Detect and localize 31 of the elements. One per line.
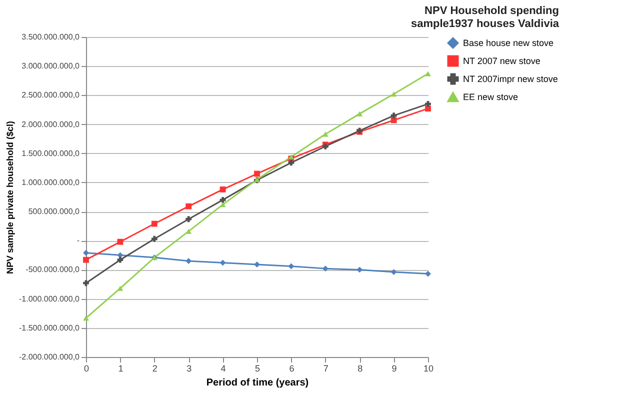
y-tick-label: 2.500.000.000,0	[22, 90, 80, 100]
x-axis-title: Period of time (years)	[206, 378, 309, 388]
y-tick-label: 500.000.000,0	[28, 207, 80, 216]
text: NPV Household spending	[424, 5, 559, 17]
y-tick-label: -2.000.000.000,0	[19, 352, 80, 362]
x-tick-label: 1	[118, 364, 124, 374]
x-tick-label: 9	[392, 364, 397, 374]
x-tick-label: 0	[84, 364, 90, 374]
x-tick-label: 10	[423, 364, 434, 374]
legend-label: NT 2007impr new stove	[463, 74, 558, 84]
y-tick-label: 2.000.000.000,0	[22, 120, 80, 129]
y-tick-label: 3.500.000.000,0	[22, 32, 80, 42]
text: sample1937 houses Valdivia	[411, 18, 559, 30]
y-tick-label: 1.500.000.000,0	[22, 148, 80, 158]
y-tick-label: -500.000.000,0	[26, 265, 80, 274]
legend-label: Base house new stove	[463, 38, 554, 48]
y-tick-label: 1.000.000.000,0	[22, 178, 80, 187]
legend-label: NT 2007 new stove	[463, 56, 540, 66]
x-tick-label: 2	[152, 364, 158, 374]
legend-label: EE new stove	[463, 92, 518, 102]
y-tick-label: -	[76, 236, 80, 246]
x-tick-label: 3	[186, 364, 192, 374]
x-tick-label: 5	[254, 364, 260, 374]
x-tick-label: 8	[358, 364, 363, 374]
y-axis-title: NPV sample private household ($cl)	[5, 120, 16, 274]
x-tick-label: 4	[220, 364, 226, 374]
y-tick-label: -1.500.000.000,0	[19, 323, 80, 332]
x-tick-label: 7	[323, 364, 328, 374]
y-tick-label: 3.000.000.000,0	[22, 62, 80, 71]
x-tick-label: 6	[289, 364, 294, 374]
y-tick-label: -1.000.000.000,0	[19, 294, 80, 304]
